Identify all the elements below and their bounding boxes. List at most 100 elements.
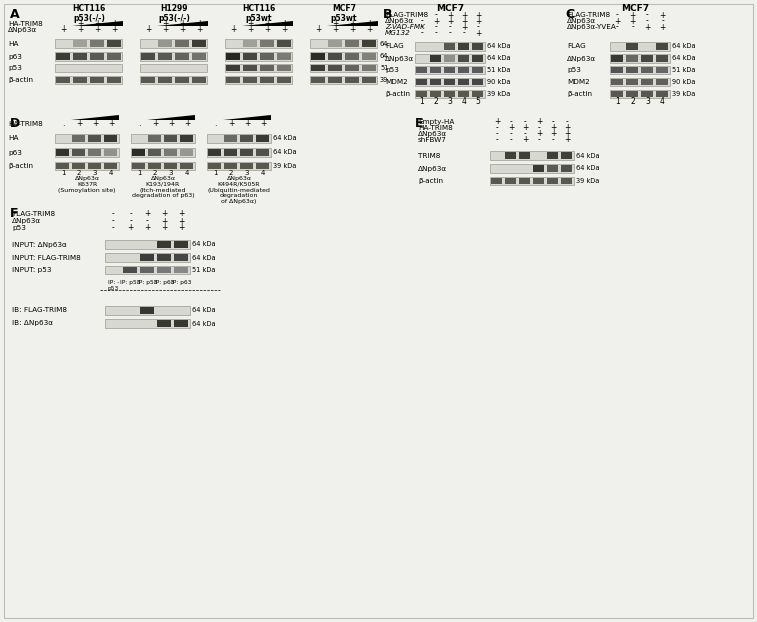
Text: +: + [248, 19, 254, 29]
Text: +: + [349, 26, 356, 34]
Text: H1299
p53(-/-): H1299 p53(-/-) [158, 4, 190, 24]
Bar [123, 267, 137, 273]
Text: +: + [522, 124, 528, 132]
Text: 39 kDa: 39 kDa [273, 163, 297, 169]
Bar [260, 77, 274, 83]
Bar [656, 55, 668, 62]
Bar [610, 66, 670, 74]
Text: HA: HA [8, 40, 18, 47]
Text: -: - [524, 129, 526, 139]
Text: +: + [168, 119, 174, 129]
Bar [158, 77, 172, 83]
Text: FLAG-TRIM8: FLAG-TRIM8 [12, 211, 55, 217]
Text: +: + [152, 119, 158, 129]
Bar [415, 78, 485, 86]
Text: 64 kDa: 64 kDa [672, 44, 696, 50]
Text: +: + [366, 26, 372, 34]
Text: C: C [565, 8, 574, 21]
Bar [243, 40, 257, 47]
Text: 64 kDa: 64 kDa [192, 241, 216, 248]
Bar [105, 319, 190, 328]
Bar [416, 91, 427, 97]
Bar [533, 165, 544, 172]
Text: +: + [475, 29, 481, 37]
Bar [55, 64, 122, 72]
Text: +: + [145, 223, 151, 233]
Bar [240, 135, 253, 142]
Bar [55, 76, 122, 84]
Bar [208, 149, 221, 156]
Text: +: + [644, 22, 651, 32]
Text: 4: 4 [109, 170, 114, 176]
Text: -: - [565, 118, 569, 126]
Text: +: + [461, 11, 467, 19]
Text: .: . [232, 19, 235, 29]
Bar [415, 90, 485, 98]
Text: +: + [659, 22, 665, 32]
Bar [164, 135, 177, 142]
Text: β-actin: β-actin [385, 91, 410, 97]
Text: 39: 39 [380, 77, 388, 83]
Text: 2: 2 [76, 170, 81, 176]
Text: 90 kDa: 90 kDa [672, 79, 696, 85]
Bar [626, 67, 638, 73]
Text: 64 kDa: 64 kDa [192, 307, 216, 313]
Bar [105, 266, 190, 274]
Bar [430, 55, 441, 62]
Text: MG132: MG132 [385, 30, 411, 36]
Bar [345, 53, 359, 60]
Text: HCT116
p53wt: HCT116 p53wt [242, 4, 276, 24]
Bar [107, 53, 121, 60]
Text: +: + [461, 22, 467, 32]
Bar [310, 76, 377, 84]
Text: MDM2: MDM2 [567, 79, 590, 85]
Text: +: + [264, 19, 271, 29]
Bar [310, 39, 377, 48]
Bar [490, 151, 574, 160]
Bar [148, 135, 161, 142]
Bar [88, 149, 101, 156]
Bar [656, 79, 668, 85]
Bar [164, 149, 177, 156]
Bar [491, 178, 502, 184]
Bar [458, 43, 469, 50]
Text: HA-TRIM8: HA-TRIM8 [8, 21, 42, 27]
Text: +: + [77, 26, 84, 34]
Bar [55, 52, 122, 61]
Text: -: - [449, 29, 451, 37]
Text: +: + [264, 26, 271, 34]
Bar [415, 42, 485, 51]
Text: FLAG: FLAG [567, 44, 586, 50]
Text: +: + [564, 129, 570, 139]
Text: -: - [537, 124, 540, 132]
Text: ΔNp63α: ΔNp63α [567, 55, 596, 62]
Text: -: - [496, 136, 498, 144]
Text: ΔNp63α: ΔNp63α [385, 18, 414, 24]
Text: D: D [10, 117, 20, 130]
Bar [180, 163, 193, 169]
Text: 3: 3 [245, 170, 249, 176]
Text: p63: p63 [8, 149, 22, 156]
Bar [56, 53, 70, 60]
Text: 64 kDa: 64 kDa [576, 152, 600, 159]
Bar [131, 148, 195, 157]
Text: 64 kDa: 64 kDa [487, 44, 511, 50]
Bar [362, 77, 376, 83]
Text: -: - [421, 17, 423, 26]
Text: ΔNp63α
K494R/K505R
(Ubiquitin-mediated
degradation
of ΔNp63α): ΔNp63α K494R/K505R (Ubiquitin-mediated d… [207, 176, 270, 204]
Text: -: - [129, 210, 132, 218]
Text: +: + [244, 119, 250, 129]
Bar [277, 65, 291, 71]
Text: E: E [415, 117, 423, 130]
Polygon shape [71, 115, 119, 120]
Text: -: - [509, 136, 512, 144]
Text: 64 kDa: 64 kDa [192, 320, 216, 327]
Text: +: + [127, 223, 134, 233]
Bar [656, 43, 668, 50]
Bar [105, 240, 190, 249]
Text: +: + [475, 11, 481, 19]
Text: -: - [496, 124, 498, 132]
Text: .: . [62, 19, 65, 29]
Bar [55, 39, 122, 48]
Text: +: + [61, 26, 67, 34]
